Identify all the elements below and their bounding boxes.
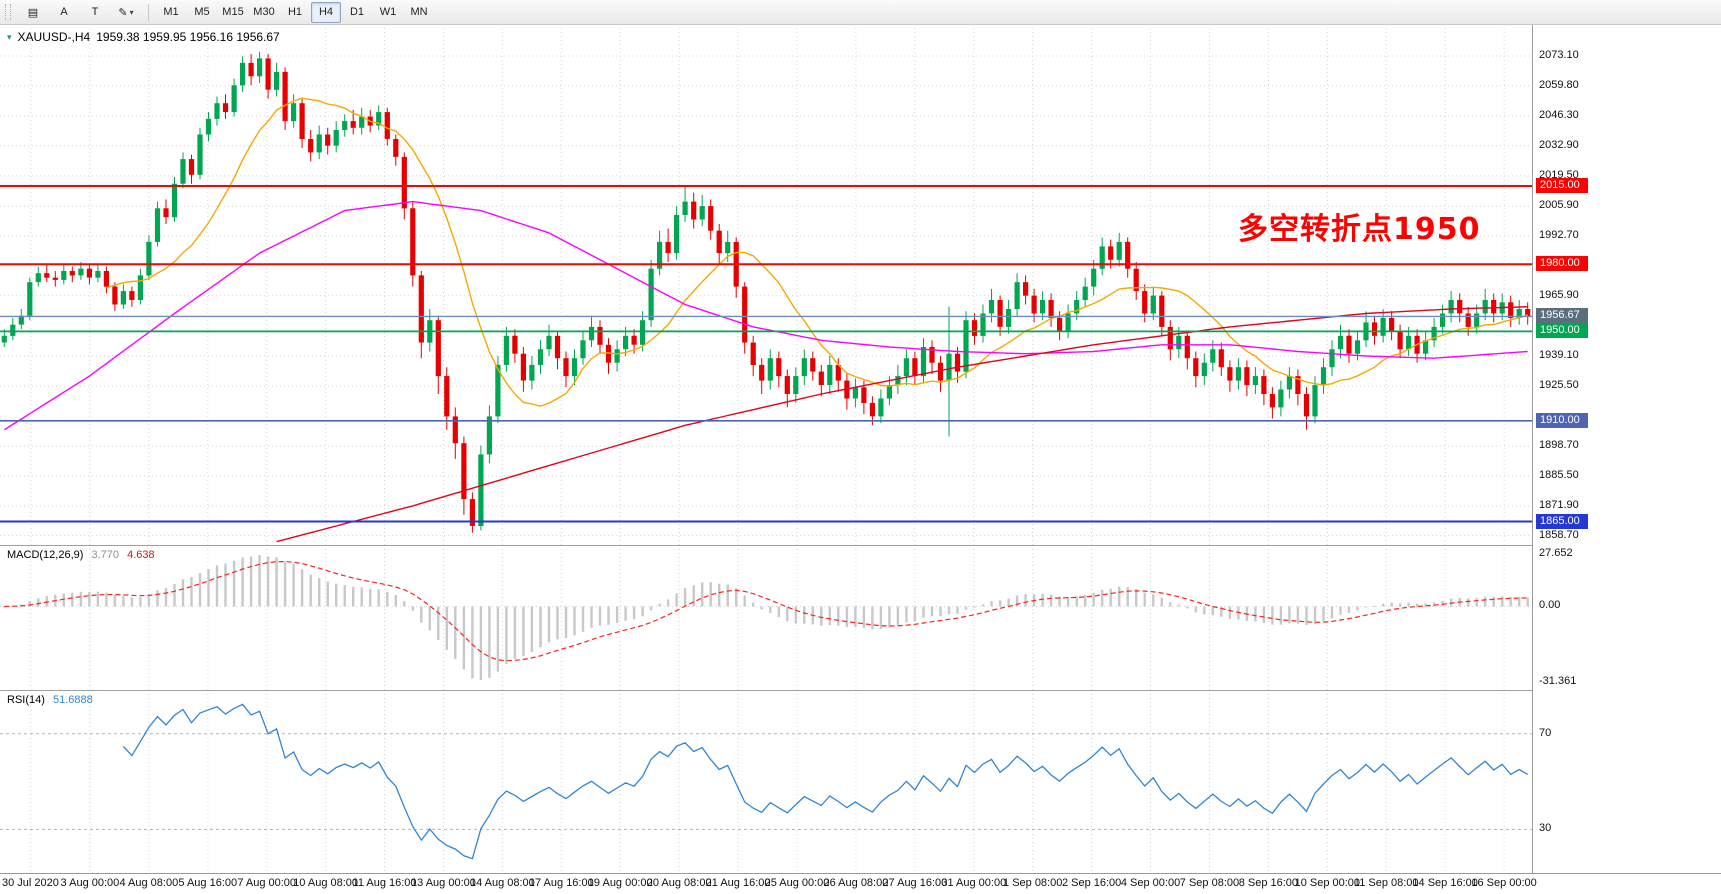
grid (0, 545, 1532, 690)
macd-main-value: 3.770 (91, 549, 120, 561)
rsi-level-label-70: 70 (1539, 726, 1552, 739)
rsi-name: RSI(14) (7, 694, 45, 706)
toolbar: ▤ A T ✎ ▾ M1 M5 M15 M30 H1 H4 D1 W1 MN (0, 0, 1721, 25)
time-label-21: 8 Sep 16:00 (1238, 877, 1299, 889)
rsi-panel[interactable] (0, 690, 1532, 873)
time-label-0: 30 Jul 2020 (2, 877, 59, 889)
time-label-22: 10 Sep 00:00 (1294, 877, 1361, 889)
macd-signal-line (4, 561, 1528, 662)
text-label-icon[interactable]: A (60, 6, 68, 18)
price-tick-1885.50: 1885.50 (1539, 468, 1579, 481)
ohlc-values: 1959.38 1959.95 1956.16 1956.67 (96, 30, 280, 44)
price-tick-2073.10: 2073.10 (1539, 48, 1579, 61)
time-axis[interactable]: 30 Jul 2020 3 Aug 00:00 4 Aug 08:00 5 Aug 1… (0, 873, 1721, 894)
timeframe-group: M1 M5 M15 M30 H1 H4 D1 W1 MN (156, 1, 434, 23)
candlesticks (1, 51, 1531, 533)
macd-signal-value: 4.638 (127, 549, 155, 561)
ma-magenta-line[interactable] (3, 200, 1528, 431)
ma-red-line[interactable] (276, 306, 1528, 543)
time-label-4: 7 Aug 00:00 (237, 877, 297, 889)
time-label-5: 10 Aug 08:00 (293, 877, 359, 889)
price-tick-1858.70: 1858.70 (1539, 528, 1579, 541)
price-tick-2019.50: 2019.50 (1539, 168, 1579, 181)
macd-scale-max: 27.652 (1539, 547, 1573, 559)
draw-tools-icon[interactable]: ✎ ▾ (118, 6, 134, 19)
time-label-3: 5 Aug 16:00 (178, 877, 238, 889)
macd-scale-zero: 0.00 (1539, 599, 1561, 612)
price-badge-2015.00: 2015.00 (1536, 177, 1588, 193)
drawing-tools-group: ▤ A T ✎ ▾ (18, 2, 141, 23)
price-badge-1910.00: 1910.00 (1536, 412, 1588, 428)
time-label-7: 13 Aug 00:00 (411, 877, 476, 889)
macd-histogram (3, 555, 1529, 680)
chart-window: 2073.10 2059.80 2046.30 2032.90 2019.50 2005.… (0, 24, 1721, 894)
chart-title: ▾ XAUUSD-,H4 1959.38 1959.95 1956.16 195… (7, 30, 280, 44)
time-label-24: 14 Sep 16:00 (1412, 877, 1478, 889)
time-label-9: 17 Aug 16:00 (528, 877, 594, 889)
timeframe-button-w1[interactable]: W1 (379, 6, 397, 18)
time-label-6: 11 Aug 16:00 (352, 877, 417, 889)
price-tick-1992.70: 1992.70 (1539, 228, 1579, 241)
time-label-16: 31 Aug 00:00 (941, 877, 1007, 889)
timeframe-button-m15[interactable]: M15 (222, 6, 244, 18)
timeframe-button-m5[interactable]: M5 (194, 6, 210, 18)
price-tick-2032.90: 2032.90 (1539, 138, 1579, 151)
timeframe-button-m1[interactable]: M1 (163, 6, 179, 18)
rsi-level-label-30: 30 (1539, 822, 1552, 835)
panel-separator-macd[interactable] (0, 545, 1721, 546)
macd-panel[interactable] (0, 545, 1532, 690)
grid (0, 24, 1532, 545)
time-label-2: 4 Aug 08:00 (119, 877, 179, 889)
timeframe-button-m30[interactable]: M30 (253, 6, 275, 18)
current-price-badge: 1956.67 (1536, 308, 1588, 324)
price-axis[interactable]: 2073.10 2059.80 2046.30 2032.90 2019.50 2005.… (1532, 24, 1721, 873)
time-label-15: 27 Aug 16:00 (882, 877, 948, 889)
time-label-8: 14 Aug 08:00 (469, 877, 535, 889)
price-badge-1865.00: 1865.00 (1536, 513, 1588, 529)
timeframe-button-h4[interactable]: H4 (311, 1, 341, 23)
time-label-12: 21 Aug 16:00 (705, 877, 771, 889)
price-badge-1980.00: 1980.00 (1536, 256, 1588, 272)
macd-name: MACD(12,26,9) (7, 549, 84, 561)
toolbar-separator (148, 3, 149, 21)
time-label-20: 7 Sep 08:00 (1179, 877, 1240, 889)
time-label-13: 25 Aug 00:00 (764, 877, 830, 889)
time-label-18: 2 Sep 16:00 (1061, 877, 1122, 889)
price-tick-1898.70: 1898.70 (1539, 439, 1579, 452)
rsi-line (122, 703, 1529, 860)
symbol-timeframe-label: XAUUSD-,H4 (17, 30, 91, 44)
symbol-menu-icon[interactable]: ▾ (7, 31, 12, 42)
price-tick-1925.50: 1925.50 (1539, 379, 1579, 392)
price-tick-1965.90: 1965.90 (1539, 288, 1579, 301)
time-label-14: 26 Aug 08:00 (823, 877, 889, 889)
timeframe-button-mn[interactable]: MN (410, 6, 428, 18)
grid (30, 690, 1505, 873)
macd-indicator-label: MACD(12,26,9) 3.770 4.638 (7, 549, 155, 561)
price-tick-1939.10: 1939.10 (1539, 348, 1579, 361)
rsi-indicator-label: RSI(14) 51.6888 (7, 694, 93, 706)
price-tick-2059.80: 2059.80 (1539, 78, 1579, 91)
dropdown-caret-icon: ▾ (129, 7, 134, 17)
price-chart[interactable] (0, 24, 1532, 545)
macd-scale-min: -31.361 (1539, 675, 1577, 687)
time-label-10: 19 Aug 00:00 (587, 877, 653, 889)
text-frame-icon[interactable]: T (91, 6, 99, 18)
price-tick-1871.90: 1871.90 (1539, 499, 1579, 512)
time-label-17: 1 Sep 08:00 (1003, 877, 1063, 889)
time-label-19: 4 Sep 00:00 (1120, 877, 1181, 889)
timeframe-button-d1[interactable]: D1 (349, 6, 365, 18)
chart-annotation-text[interactable]: 多空转折点1950 (1238, 212, 1481, 247)
time-label-11: 20 Aug 08:00 (646, 877, 712, 889)
toolbar-grip[interactable] (5, 4, 11, 20)
chart-window-icon[interactable]: ▤ (27, 6, 39, 19)
rsi-value: 51.6888 (52, 694, 93, 706)
panel-separator-rsi[interactable] (0, 690, 1721, 691)
time-label-25: 16 Sep 00:00 (1471, 877, 1537, 889)
time-label-1: 3 Aug 00:00 (60, 877, 120, 889)
price-badge-1950.00: 1950.00 (1536, 323, 1588, 339)
price-tick-2005.90: 2005.90 (1539, 199, 1579, 212)
timeframe-button-h1[interactable]: H1 (287, 6, 303, 18)
time-label-23: 11 Sep 08:00 (1353, 877, 1419, 889)
price-tick-2046.30: 2046.30 (1539, 108, 1579, 121)
